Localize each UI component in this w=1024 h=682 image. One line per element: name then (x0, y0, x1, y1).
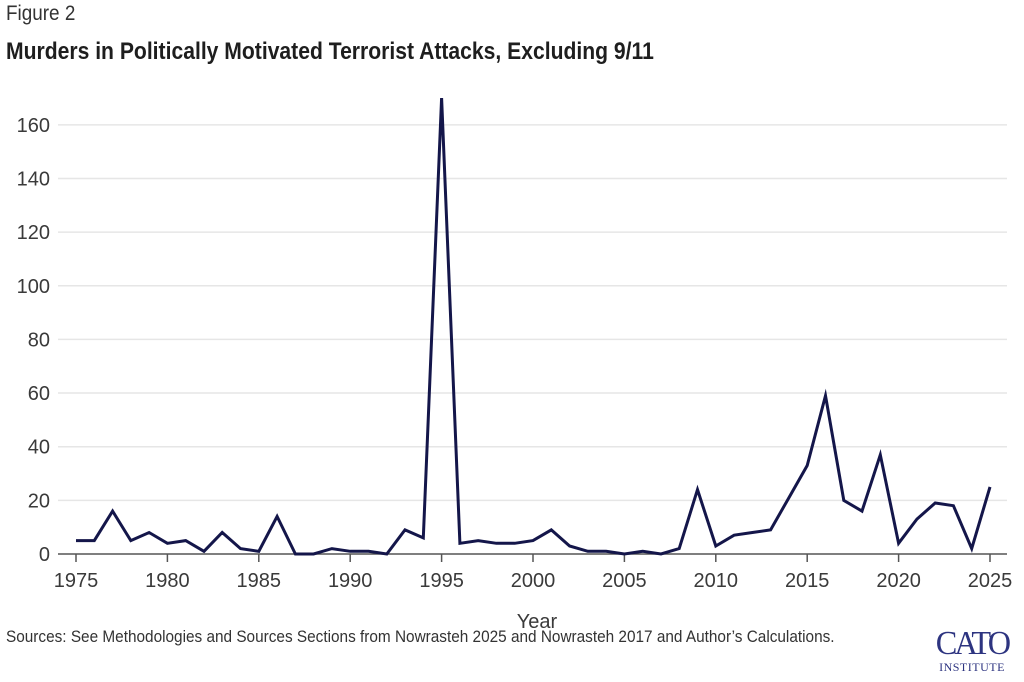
y-tick-label: 20 (28, 490, 50, 512)
x-tick-label: 1980 (145, 570, 190, 592)
y-tick-label: 100 (17, 276, 50, 298)
x-tick-label: 1990 (328, 570, 373, 592)
logo-wordmark: CATO (935, 625, 1011, 662)
y-axis-ticks: 0 20 40 60 80 100 120 140 160 (17, 115, 50, 566)
series-line-murders (76, 97, 992, 556)
y-tick-label: 140 (17, 168, 50, 190)
series-layer (75, 97, 992, 556)
x-tick-label: 1995 (419, 570, 464, 592)
y-tick-label: 40 (28, 437, 50, 459)
y-tick-label: 80 (28, 329, 50, 351)
cato-logo: CATO INSTITUTE (926, 625, 1018, 675)
x-tick-label: 2015 (785, 570, 830, 592)
x-tick-label: 2000 (511, 570, 556, 592)
x-tick-label: 1985 (237, 570, 282, 592)
logo-subtitle: INSTITUTE (939, 660, 1005, 674)
y-tick-label: 160 (17, 115, 50, 137)
x-tick-label: 2010 (694, 570, 739, 592)
gridlines (58, 124, 1007, 502)
y-tick-label: 120 (17, 222, 50, 244)
y-tick-label: 60 (28, 383, 50, 405)
x-tick-label: 2020 (876, 570, 921, 592)
x-tick-label: 2025 (968, 570, 1013, 592)
figure-label: Figure 2 (6, 2, 76, 25)
x-tick-label: 1975 (54, 570, 99, 592)
x-axis: 1975 1980 1985 1990 1995 2000 2005 2010 2015 2020… (54, 553, 1013, 592)
sources-note: Sources: See Methodologies and Sources S… (6, 628, 835, 646)
x-tick-label: 2005 (602, 570, 647, 592)
x-axis-title: Year (517, 611, 558, 633)
chart-title: Murders in Politically Motivated Terrori… (6, 38, 654, 65)
y-tick-label: 0 (39, 544, 50, 566)
